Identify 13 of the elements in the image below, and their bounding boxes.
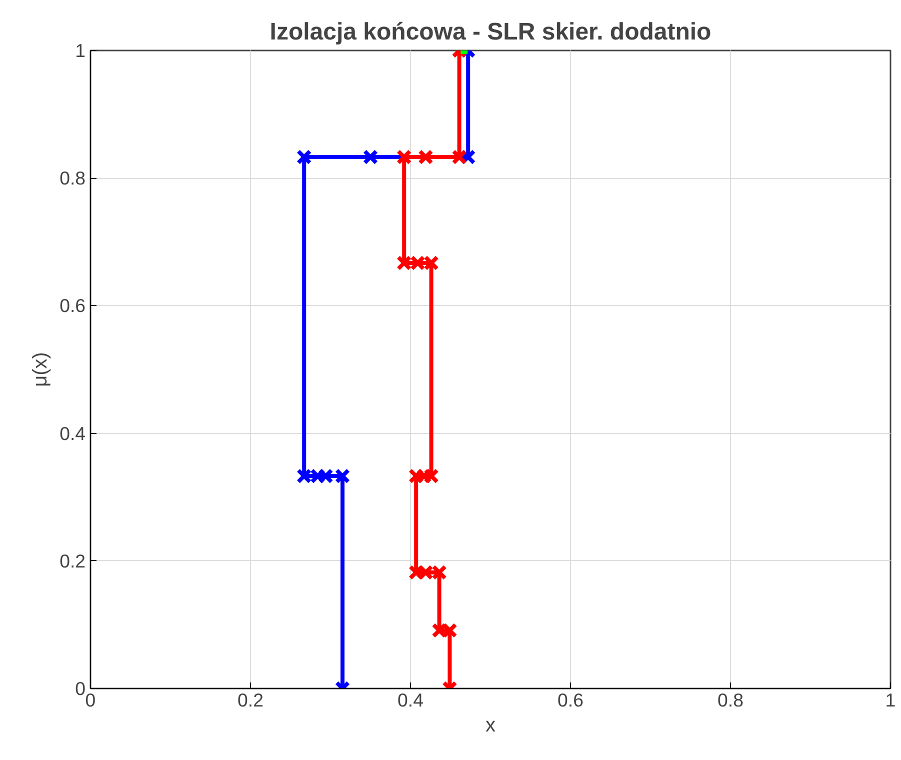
x-tick-label: 0.2 [238, 690, 264, 710]
y-tick-label: 1 [75, 40, 86, 61]
x-tick-label: 0.8 [718, 690, 744, 710]
x-tick-label: 0.6 [558, 690, 584, 710]
x-tick-label: 0.4 [398, 690, 424, 710]
y-tick-label: 0.6 [60, 295, 86, 316]
y-tick-label: 0.8 [60, 168, 86, 189]
y-tick-label: 0.2 [60, 550, 86, 572]
y-tick-label: 0.4 [60, 422, 86, 444]
x-tick-label: 1 [885, 690, 896, 710]
x-axis-title: x [486, 714, 496, 736]
y-axis-title: μ(x) [30, 352, 52, 387]
chart-title: Izolacja końcowa - SLR skier. dodatnio [270, 18, 712, 46]
